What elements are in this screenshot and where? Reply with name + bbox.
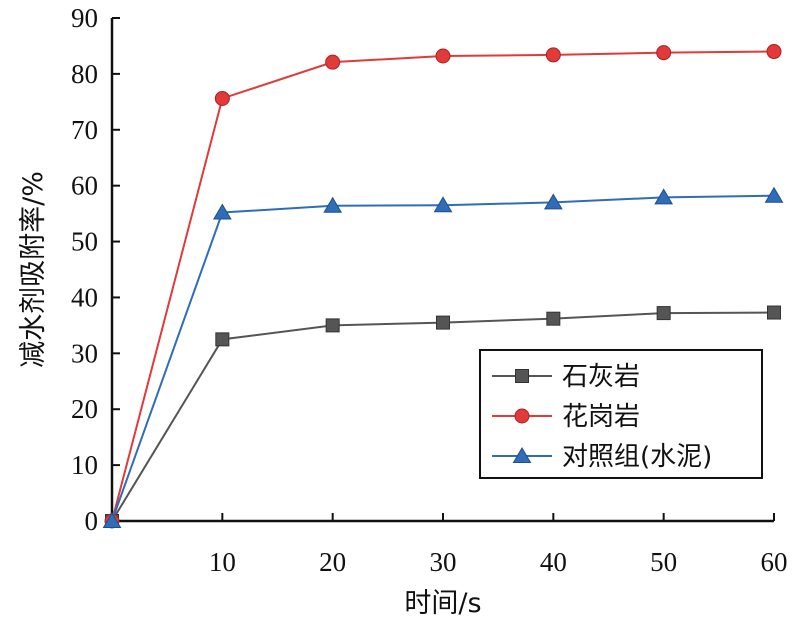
legend-item: 石灰岩 bbox=[492, 362, 640, 392]
data-point bbox=[766, 44, 782, 60]
legend-marker bbox=[512, 447, 532, 463]
x-tick-label: 10 bbox=[209, 547, 236, 577]
y-tick-label: 80 bbox=[71, 59, 98, 89]
x-tick-label: 40 bbox=[540, 547, 567, 577]
data-point bbox=[656, 45, 672, 61]
legend-item: 对照组(水泥) bbox=[492, 442, 712, 472]
data-point bbox=[323, 196, 343, 213]
legend-label: 石灰岩 bbox=[562, 362, 640, 392]
y-tick-label: 60 bbox=[71, 171, 98, 201]
data-point bbox=[764, 186, 784, 203]
data-point bbox=[656, 306, 671, 321]
data-point bbox=[654, 188, 674, 205]
data-point bbox=[436, 315, 450, 330]
series-3 bbox=[102, 186, 784, 528]
x-axis-title: 时间/s bbox=[404, 588, 481, 619]
x-tick-label: 20 bbox=[319, 547, 346, 577]
x-tick-label: 50 bbox=[650, 547, 677, 577]
data-point bbox=[767, 305, 781, 320]
data-point bbox=[102, 512, 122, 528]
data-point bbox=[212, 203, 232, 220]
data-point bbox=[325, 318, 340, 333]
y-tick-label: 90 bbox=[71, 3, 98, 33]
legend-label: 对照组(水泥) bbox=[562, 442, 712, 472]
legend-marker bbox=[515, 369, 529, 383]
data-point bbox=[545, 47, 561, 63]
x-tick-label: 60 bbox=[761, 547, 788, 577]
data-point bbox=[325, 54, 341, 70]
legend-marker bbox=[514, 408, 530, 424]
x-tick-label: 30 bbox=[430, 547, 457, 577]
y-tick-label: 0 bbox=[85, 506, 99, 536]
data-point bbox=[214, 90, 230, 106]
ticks: 0 10 20 30 40 50 60 70 80 90 10 20 30 40 50 60 bbox=[71, 3, 788, 577]
y-tick-label: 20 bbox=[71, 394, 98, 424]
legend-label: 花岗岩 bbox=[562, 402, 640, 432]
y-axis-title: 减水剂吸附率/% bbox=[18, 171, 49, 368]
data-point bbox=[546, 311, 561, 326]
data-point bbox=[215, 332, 230, 347]
data-point bbox=[435, 48, 451, 64]
data-point bbox=[433, 196, 453, 213]
series-layer bbox=[102, 44, 784, 529]
y-tick-label: 70 bbox=[71, 115, 98, 145]
legend-item: 花岗岩 bbox=[492, 402, 640, 432]
y-tick-label: 10 bbox=[71, 450, 98, 480]
y-tick-label: 50 bbox=[71, 227, 98, 257]
data-point bbox=[543, 193, 563, 210]
y-tick-label: 40 bbox=[71, 282, 98, 312]
y-tick-label: 30 bbox=[71, 338, 98, 368]
